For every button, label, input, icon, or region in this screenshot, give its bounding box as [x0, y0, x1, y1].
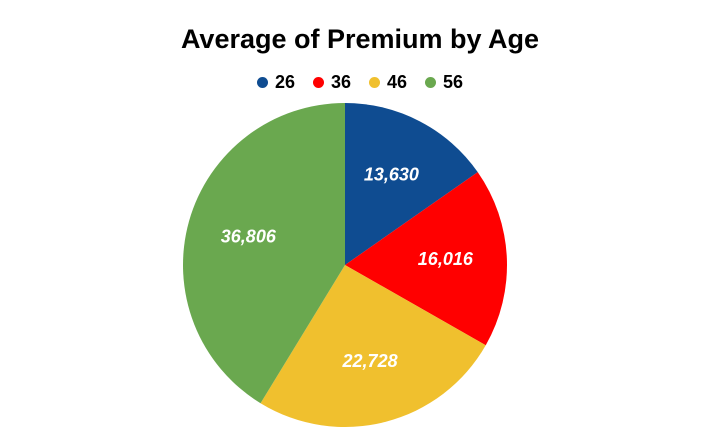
legend-item-36[interactable]: 36: [312, 72, 351, 93]
legend-swatch-26: [256, 77, 268, 88]
legend-swatch-56: [425, 77, 437, 88]
slice-label-56: 36,806: [221, 227, 277, 247]
legend-swatch-36: [312, 77, 324, 88]
legend-label-46: 46: [387, 72, 408, 92]
legend-swatch-46: [369, 77, 380, 88]
legend-item-46[interactable]: 46: [369, 72, 407, 93]
legend-item-56[interactable]: 56: [425, 72, 463, 93]
slice-label-26: 13,630: [364, 165, 419, 185]
slice-label-36: 16,016: [418, 249, 474, 269]
legend-label-56: 56: [443, 72, 464, 92]
legend-label-26: 26: [274, 72, 295, 92]
legend-label-36: 36: [330, 72, 351, 92]
legend-item-26[interactable]: 26: [256, 72, 295, 93]
pie-slice-46[interactable]: [260, 265, 486, 427]
chart-title: Average of Premium by Age: [180, 24, 540, 54]
pie-slice-36[interactable]: [345, 172, 507, 346]
pie-slice-26[interactable]: [345, 103, 478, 265]
chart-legend: 26 36 46 56: [0, 72, 720, 93]
pie-slice-56[interactable]: [182, 103, 345, 404]
slice-label-46: 22,728: [342, 351, 398, 371]
